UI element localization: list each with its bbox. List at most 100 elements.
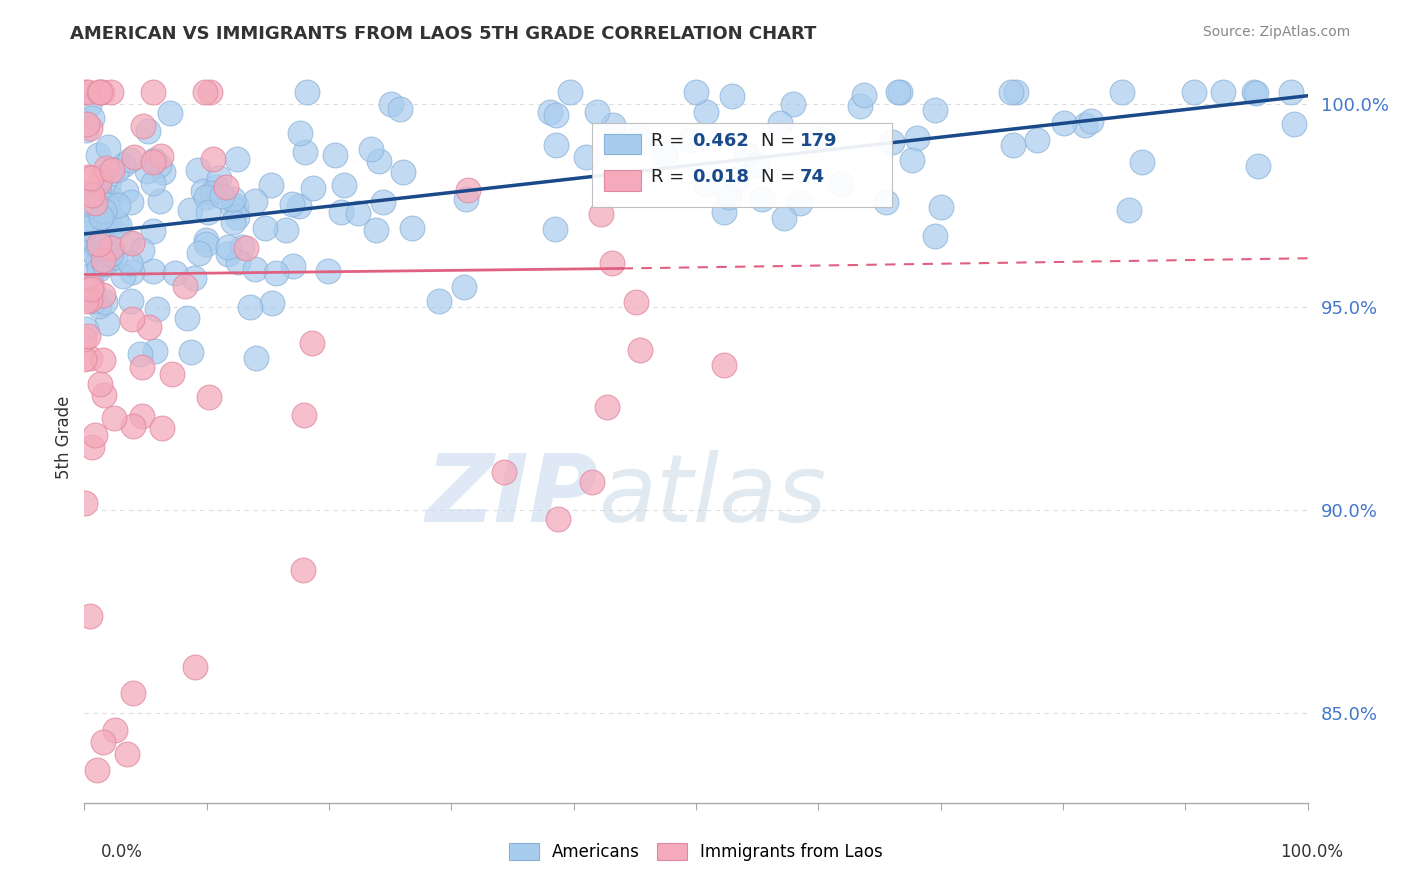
Point [176, 310, 198, 325]
Point [235, 241, 257, 255]
Point [86, 764, 108, 778]
Text: ZIP: ZIP [425, 450, 598, 541]
Point [222, 215, 245, 229]
Point [558, 85, 581, 99]
Point [135, 164, 157, 178]
Point [1130, 155, 1153, 169]
Point [427, 294, 450, 309]
Point [195, 237, 218, 252]
Point [194, 85, 217, 99]
Point [602, 118, 624, 132]
Point [89, 377, 111, 392]
Text: 0.018: 0.018 [692, 169, 749, 186]
Point [266, 266, 288, 280]
Point [90, 85, 112, 99]
Point [73, 85, 96, 99]
Point [782, 97, 804, 112]
Point [103, 410, 125, 425]
Point [685, 85, 707, 99]
Point [131, 243, 153, 257]
Text: 0.0%: 0.0% [101, 843, 143, 861]
Point [205, 180, 228, 194]
Point [217, 240, 239, 254]
Point [121, 236, 143, 251]
Point [389, 102, 412, 116]
Point [924, 228, 946, 243]
Point [849, 99, 872, 113]
Point [80, 280, 103, 294]
Point [163, 266, 186, 280]
Point [131, 360, 153, 375]
Point [1026, 133, 1049, 147]
Point [83, 293, 105, 308]
Point [329, 205, 352, 219]
Point [80, 112, 103, 126]
Point [120, 293, 142, 308]
Point [90, 228, 112, 243]
Point [121, 265, 143, 279]
Point [228, 254, 250, 268]
Point [131, 409, 153, 424]
Point [392, 165, 415, 179]
Point [713, 358, 735, 372]
Point [323, 148, 346, 162]
Point [115, 747, 138, 761]
Point [94, 217, 117, 231]
Point [1080, 114, 1102, 128]
Point [183, 270, 205, 285]
Point [122, 418, 145, 433]
Point [1247, 159, 1270, 173]
Point [91, 288, 114, 302]
Point [679, 133, 702, 147]
Point [1053, 116, 1076, 130]
Point [83, 428, 105, 442]
Point [239, 300, 262, 314]
Point [73, 496, 96, 510]
Point [118, 255, 141, 269]
Point [217, 247, 239, 261]
Point [118, 153, 141, 167]
Point [97, 139, 120, 153]
Point [91, 228, 114, 243]
Point [875, 195, 897, 210]
Point [121, 312, 143, 326]
Point [75, 242, 97, 256]
Point [108, 219, 131, 233]
Point [80, 282, 103, 296]
Point [852, 88, 875, 103]
Point [1243, 85, 1265, 99]
Point [142, 155, 165, 169]
Point [149, 194, 172, 208]
Point [581, 475, 603, 490]
Point [202, 152, 225, 166]
Point [211, 189, 233, 203]
Point [245, 351, 267, 365]
Point [107, 198, 129, 212]
Point [360, 142, 382, 156]
Point [150, 421, 173, 435]
Point [79, 216, 101, 230]
Point [75, 220, 97, 235]
Point [89, 175, 111, 189]
Point [195, 190, 218, 204]
Point [89, 236, 111, 251]
Point [94, 161, 117, 175]
Point [98, 189, 121, 203]
Point [100, 247, 122, 261]
Text: 100.0%: 100.0% [1279, 843, 1343, 861]
Point [162, 368, 184, 382]
Point [122, 686, 145, 700]
Point [1000, 85, 1022, 99]
Point [105, 163, 128, 178]
Point [77, 85, 100, 99]
Text: 0.462: 0.462 [692, 132, 749, 150]
Point [142, 264, 165, 278]
Point [654, 146, 676, 161]
Point [100, 163, 122, 178]
Point [121, 195, 143, 210]
Point [346, 206, 368, 220]
Point [77, 170, 100, 185]
Point [111, 158, 134, 172]
Point [73, 221, 96, 235]
Point [924, 103, 946, 118]
